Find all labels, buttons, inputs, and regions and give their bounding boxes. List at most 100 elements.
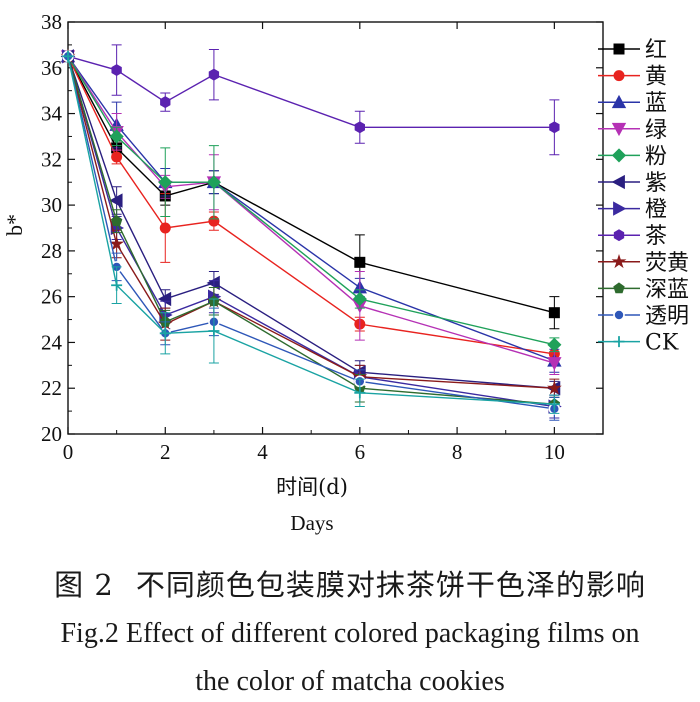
y-tick-label: 24 [41,330,63,354]
legend-marker [613,70,625,82]
legend-item: 深蓝 [598,277,689,302]
data-point [159,222,171,234]
legend-item: 粉 [598,144,667,169]
series-8 [60,48,562,398]
series-3 [60,50,562,375]
data-point [109,236,125,251]
legend-label: 红 [645,38,667,63]
data-point [111,64,122,77]
series-line [67,56,555,314]
x-tick-label: 6 [355,440,366,464]
x-tick-label: 10 [544,440,565,464]
y-tick-label: 34 [41,102,63,126]
legend-label: 绿 [645,118,667,143]
legend-marker [613,336,625,348]
legend-marker [613,309,625,321]
legend-label: 黄 [645,65,667,90]
data-point [111,279,123,291]
legend-label: 紫 [645,171,667,196]
x-axis-label-cn: 时间(d) [276,475,348,499]
legend-item: 红 [598,38,667,63]
series-4 [60,49,562,353]
series-line [67,56,555,355]
data-point [110,215,123,226]
legend-marker [613,282,625,294]
series-line [67,55,555,128]
data-point [548,307,560,319]
data-point [549,121,560,134]
legend-marker [611,122,627,137]
figure-title-cn: 不同颜色包装膜对抹茶饼干色泽的影响 [135,568,646,602]
x-tick-label: 4 [257,440,268,464]
y-tick-label: 22 [41,376,62,400]
series-2 [60,48,562,373]
y-tick-label: 20 [41,422,62,446]
data-point [109,129,124,144]
data-point [352,291,367,307]
y-tick-label: 36 [41,56,62,80]
series-line [67,55,555,364]
data-point [62,50,74,62]
series-9 [62,50,561,412]
legend-label: 荧黄 [645,251,689,276]
figure-label-cn: 图 2 [54,568,114,602]
data-point [158,175,173,190]
data-point [208,68,220,81]
y-tick-label: 32 [41,147,62,171]
data-point [160,96,171,109]
legend-label: 茶 [645,224,667,249]
legend-marker [613,201,627,216]
legend-item: 橙 [598,198,667,223]
series-line [67,55,555,362]
legend-item: 茶 [598,224,667,249]
legend-item: 紫 [598,171,667,196]
legend-marker [611,174,625,190]
figure-caption-en-line1: Fig.2 Effect of different colored packag… [60,618,640,649]
data-point [109,193,123,208]
data-point [354,256,366,268]
x-axis-label-en: Days [290,511,333,535]
legend-marker [611,94,627,109]
legend-item: 荧黄 [598,251,689,276]
legend-marker [611,148,627,163]
series-line [67,56,555,405]
series-11 [62,50,560,414]
series-line [67,56,555,410]
series-line [67,56,555,408]
series-6 [62,49,562,419]
legend-label: 深蓝 [645,277,689,302]
legend-item: 绿 [598,118,667,143]
data-point [206,175,221,190]
figure-caption-cn: 图 2 不同颜色包装膜对抹茶饼干色泽的影响 [0,562,700,604]
series-layer [60,44,562,421]
data-point [208,325,220,337]
series-1 [62,50,560,364]
legend-label: 粉 [645,144,667,169]
series-0 [62,50,560,330]
series-line [67,55,555,346]
legend-label: CK [645,331,679,356]
legend-item: 透明 [598,304,689,329]
legend-label: 透明 [645,304,689,329]
data-point [547,337,562,352]
data-point [354,387,366,399]
data-point [354,121,365,134]
y-tick-label: 38 [41,10,62,34]
legend-item: CK [598,331,679,356]
data-point [548,398,560,410]
data-point [159,327,171,339]
legend-label: 蓝 [645,91,667,116]
x-tick-label: 8 [452,440,463,464]
data-point [547,357,562,371]
series-7 [62,44,560,156]
legend-item: 黄 [598,65,667,90]
y-tick-label: 30 [41,193,62,217]
y-axis-label: b* [2,214,27,236]
legend-marker [613,229,625,242]
legend-marker [613,43,625,55]
y-tick-label: 26 [41,285,62,309]
plot-frame [67,21,604,435]
